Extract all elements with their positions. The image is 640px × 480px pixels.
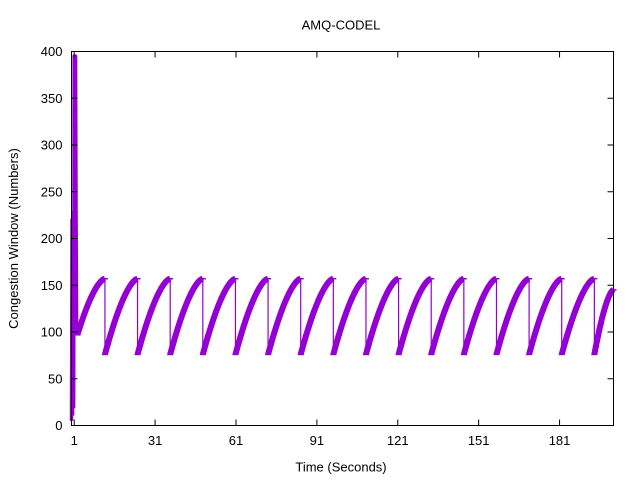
y-tick-label: 0 xyxy=(55,418,62,433)
plot-frame xyxy=(71,51,614,426)
x-tick-label: 151 xyxy=(468,433,490,448)
x-tick-label: 181 xyxy=(549,433,571,448)
x-tick-label: 31 xyxy=(148,433,162,448)
y-tick-label: 300 xyxy=(41,138,63,153)
plot-area xyxy=(69,54,617,421)
y-axis-label: Congestion Window (Numbers) xyxy=(6,148,21,329)
y-tick-label: 50 xyxy=(48,371,62,386)
y-tick-label: 400 xyxy=(41,44,63,59)
x-axis-label: Time (Seconds) xyxy=(295,460,386,475)
chart-title: AMQ-CODEL xyxy=(302,18,381,33)
x-tick-label: 91 xyxy=(310,433,324,448)
y-tick-label: 250 xyxy=(41,184,63,199)
x-tick-label: 61 xyxy=(229,433,243,448)
y-tick-label: 100 xyxy=(41,325,63,340)
x-tick-label: 121 xyxy=(387,433,409,448)
y-tick-label: 150 xyxy=(41,278,63,293)
axis-ticks: 0 50 100 150 200 250 300 350 400 1 31 61 91 121 151 181 xyxy=(41,44,614,448)
y-tick-label: 350 xyxy=(41,91,63,106)
x-tick-label: 1 xyxy=(71,433,78,448)
y-tick-label: 200 xyxy=(41,231,63,246)
